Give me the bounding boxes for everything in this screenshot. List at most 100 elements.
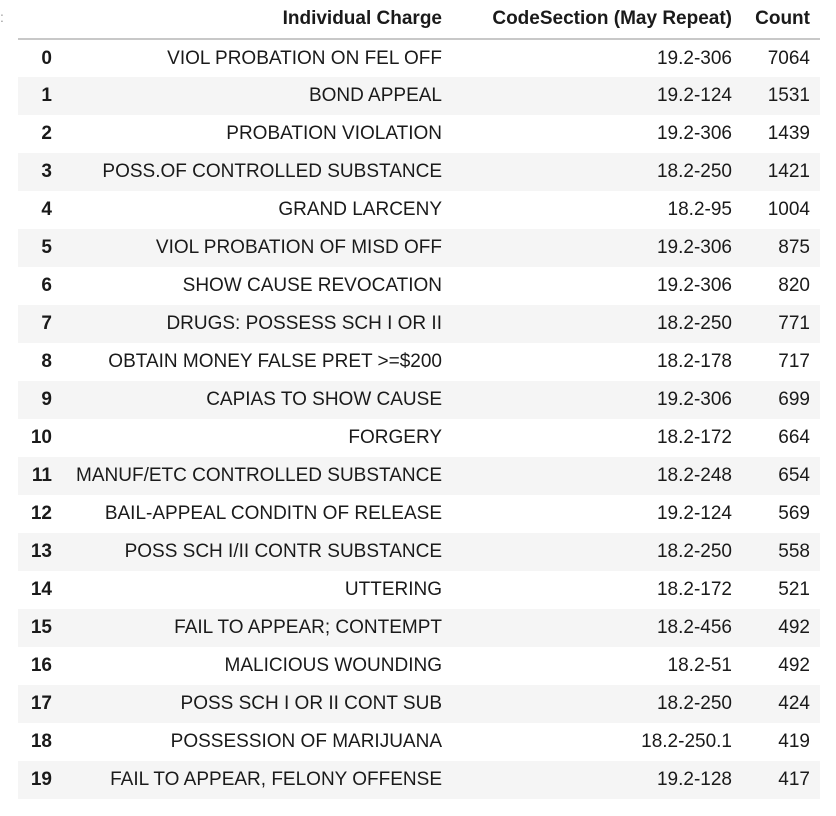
count-column-header: Count [740,0,820,40]
row-index: 1 [41,85,52,106]
charge-cell: BAIL-APPEAL CONDITN OF RELEASE [104,503,442,524]
table-row: 4 GRAND LARCENY 18.2-95 1004 [18,191,820,229]
output-edge-marker: : [0,9,4,25]
row-index: 8 [41,351,52,372]
charge-cell: OBTAIN MONEY FALSE PRET >=$200 [108,351,442,372]
table-row: 1 BOND APPEAL 19.2-124 1531 [18,77,820,115]
row-index: 3 [41,161,52,182]
table-row: 7 DRUGS: POSSESS SCH I OR II 18.2-250 771 [18,305,820,343]
table-row: 19 FAIL TO APPEAR, FELONY OFFENSE 19.2-128… [18,761,820,799]
charge-cell: BOND APPEAL [308,85,442,106]
table-row: 8 OBTAIN MONEY FALSE PRET >=$200 18.2-178 7… [18,343,820,381]
charge-cell: POSS SCH I OR II CONT SUB [180,693,442,714]
code-section-cell: 18.2-172 [656,579,732,600]
code-section-cell: 19.2-124 [656,503,732,524]
count-cell: 417 [778,769,810,790]
count-cell: 7064 [767,47,810,69]
table-row: 18 POSSESSION OF MARIJUANA 18.2-250.1 419 [18,723,820,761]
table-row: 0 VIOL PROBATION ON FEL OFF 19.2-306 7064 [18,39,820,77]
table-row: 6 SHOW CAUSE REVOCATION 19.2-306 820 [18,267,820,305]
charge-cell: VIOL PROBATION ON FEL OFF [167,47,442,69]
charge-cell: FORGERY [348,427,442,448]
row-index: 9 [41,389,52,410]
code-section-cell: 18.2-456 [656,617,732,638]
charge-cell: MALICIOUS WOUNDING [224,655,442,676]
row-index: 16 [30,655,52,676]
count-cell: 424 [778,693,810,714]
table-row: 11 MANUF/ETC CONTROLLED SUBSTANCE 18.2-248… [18,457,820,495]
row-index: 14 [30,579,52,600]
row-index: 10 [30,427,52,448]
row-index: 0 [41,47,52,69]
count-cell: 1421 [767,161,810,182]
count-cell: 521 [778,579,810,600]
code-section-cell: 19.2-306 [656,275,732,296]
charge-cell: POSS SCH I/II CONTR SUBSTANCE [124,541,442,562]
row-index: 6 [41,275,52,296]
dataframe-table: Individual Charge CodeSection (May Repea… [18,0,820,799]
count-cell: 492 [778,617,810,638]
table-row: 3 POSS.OF CONTROLLED SUBSTANCE 18.2-250 142… [18,153,820,191]
count-cell: 1531 [767,85,810,106]
row-index: 5 [41,237,52,258]
charge-cell: CAPIAS TO SHOW CAUSE [206,389,442,410]
count-cell: 1004 [767,199,810,220]
code-section-cell: 18.2-250 [656,541,732,562]
charge-cell: SHOW CAUSE REVOCATION [182,275,442,296]
table-row: 15 FAIL TO APPEAR; CONTEMPT 18.2-456 492 [18,609,820,647]
table-row: 13 POSS SCH I/II CONTR SUBSTANCE 18.2-250 5… [18,533,820,571]
table-body: 0 VIOL PROBATION ON FEL OFF 19.2-306 7064 1 B… [18,39,820,799]
code-section-cell: 18.2-250.1 [641,731,732,752]
count-cell: 875 [778,237,810,258]
charge-cell: GRAND LARCENY [278,199,442,220]
charge-cell: PROBATION VIOLATION [226,123,442,144]
code-section-cell: 18.2-172 [656,427,732,448]
code-section-cell: 18.2-250 [656,693,732,714]
charge-cell: FAIL TO APPEAR, FELONY OFFENSE [110,769,442,790]
count-cell: 820 [778,275,810,296]
code-section-cell: 18.2-178 [656,351,732,372]
table-header: Individual Charge CodeSection (May Repea… [18,0,820,40]
row-index: 15 [30,617,52,638]
table-row: 17 POSS SCH I OR II CONT SUB 18.2-250 424 [18,685,820,723]
charge-cell: UTTERING [344,579,442,600]
count-cell: 664 [778,427,810,448]
row-index: 18 [30,731,52,752]
row-index: 7 [41,313,52,334]
charge-cell: POSS.OF CONTROLLED SUBSTANCE [102,161,442,182]
charge-cell: POSSESSION OF MARIJUANA [170,731,442,752]
table-row: 10 FORGERY 18.2-172 664 [18,419,820,457]
code-section-cell: 19.2-306 [656,123,732,144]
count-cell: 771 [778,313,810,334]
count-cell: 558 [778,541,810,562]
individual-charge-column-header: Individual Charge [68,0,450,40]
index-column-header [18,0,68,40]
count-cell: 717 [778,351,810,372]
charge-cell: FAIL TO APPEAR; CONTEMPT [174,617,442,638]
row-index: 17 [30,693,52,714]
code-section-cell: 19.2-306 [656,47,732,69]
table-row: 16 MALICIOUS WOUNDING 18.2-51 492 [18,647,820,685]
row-index: 11 [31,465,52,486]
code-section-cell: 19.2-306 [656,237,732,258]
row-index: 13 [30,541,52,562]
code-section-cell: 18.2-248 [656,465,732,486]
charge-cell: VIOL PROBATION OF MISD OFF [155,237,442,258]
charge-cell: MANUF/ETC CONTROLLED SUBSTANCE [76,465,442,486]
count-cell: 699 [778,389,810,410]
count-cell: 569 [778,503,810,524]
code-section-column-header: CodeSection (May Repeat) [450,0,740,40]
code-section-cell: 18.2-250 [656,161,732,182]
code-section-cell: 19.2-306 [656,389,732,410]
charge-cell: DRUGS: POSSESS SCH I OR II [166,313,442,334]
count-cell: 419 [778,731,810,752]
code-section-cell: 18.2-250 [656,313,732,334]
header-row: Individual Charge CodeSection (May Repea… [18,0,820,40]
row-index: 2 [41,123,52,144]
count-cell: 492 [778,655,810,676]
count-cell: 654 [778,465,810,486]
code-section-cell: 18.2-95 [667,199,732,220]
table-row: 12 BAIL-APPEAL CONDITN OF RELEASE 19.2-124… [18,495,820,533]
code-section-cell: 18.2-51 [667,655,732,676]
table-row: 2 PROBATION VIOLATION 19.2-306 1439 [18,115,820,153]
